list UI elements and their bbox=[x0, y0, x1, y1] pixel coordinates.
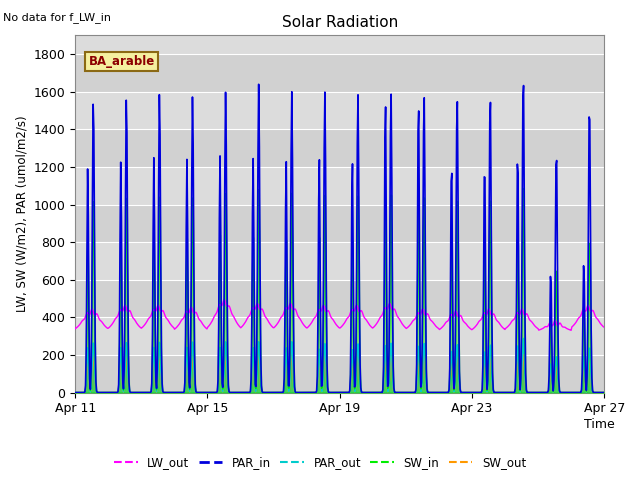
PAR_in bbox=[520, 83, 527, 88]
PAR_out bbox=[38, 390, 46, 396]
SW_in bbox=[634, 390, 640, 396]
SW_out bbox=[38, 390, 46, 396]
SW_in bbox=[376, 390, 383, 396]
PAR_out bbox=[519, 338, 527, 344]
LW_out bbox=[520, 310, 527, 316]
Line: SW_out: SW_out bbox=[42, 354, 637, 393]
Legend: LW_out, PAR_in, PAR_out, SW_in, SW_out: LW_out, PAR_in, PAR_out, SW_in, SW_out bbox=[109, 452, 531, 474]
Bar bbox=[75, 129, 604, 167]
Text: No data for f_LW_in: No data for f_LW_in bbox=[3, 12, 111, 23]
SW_in bbox=[287, 312, 294, 318]
SW_in bbox=[255, 187, 262, 192]
PAR_out bbox=[376, 390, 383, 396]
SW_out bbox=[288, 351, 296, 357]
SW_out bbox=[179, 390, 186, 396]
Bar bbox=[75, 54, 604, 92]
PAR_in bbox=[634, 390, 640, 396]
LW_out bbox=[60, 306, 67, 312]
SW_in bbox=[179, 390, 186, 396]
PAR_out bbox=[179, 390, 186, 396]
Bar bbox=[75, 355, 604, 393]
Line: PAR_in: PAR_in bbox=[42, 84, 637, 393]
SW_in bbox=[520, 186, 527, 192]
PAR_in bbox=[38, 390, 46, 396]
SW_out bbox=[255, 351, 262, 357]
Line: PAR_out: PAR_out bbox=[42, 338, 637, 393]
PAR_out bbox=[634, 390, 640, 396]
Bar bbox=[75, 204, 604, 242]
PAR_in bbox=[179, 390, 186, 396]
LW_out bbox=[220, 297, 228, 302]
SW_out bbox=[287, 375, 294, 381]
SW_in bbox=[519, 194, 527, 200]
SW_out bbox=[60, 389, 67, 395]
SW_in bbox=[60, 388, 67, 394]
Line: LW_out: LW_out bbox=[42, 300, 637, 331]
SW_out bbox=[520, 352, 527, 358]
Line: SW_in: SW_in bbox=[42, 189, 637, 393]
Title: Solar Radiation: Solar Radiation bbox=[282, 15, 398, 30]
Y-axis label: LW, SW (W/m2), PAR (umol/m2/s): LW, SW (W/m2), PAR (umol/m2/s) bbox=[15, 116, 28, 312]
SW_in bbox=[38, 390, 46, 396]
PAR_out bbox=[520, 336, 527, 341]
LW_out bbox=[376, 315, 384, 321]
Text: BA_arable: BA_arable bbox=[88, 55, 155, 68]
LW_out bbox=[255, 306, 263, 312]
PAR_out bbox=[60, 389, 67, 395]
SW_out bbox=[634, 390, 640, 396]
PAR_in bbox=[376, 390, 384, 396]
LW_out bbox=[634, 328, 640, 334]
SW_out bbox=[376, 390, 384, 396]
Bar bbox=[75, 280, 604, 317]
LW_out bbox=[179, 317, 186, 323]
PAR_in bbox=[60, 388, 67, 394]
PAR_in bbox=[287, 151, 295, 157]
PAR_in bbox=[255, 144, 263, 149]
PAR_out bbox=[287, 370, 294, 376]
X-axis label: Time: Time bbox=[584, 418, 615, 431]
LW_out bbox=[287, 301, 295, 307]
PAR_out bbox=[255, 339, 262, 345]
LW_out bbox=[38, 324, 46, 330]
PAR_in bbox=[255, 82, 262, 87]
